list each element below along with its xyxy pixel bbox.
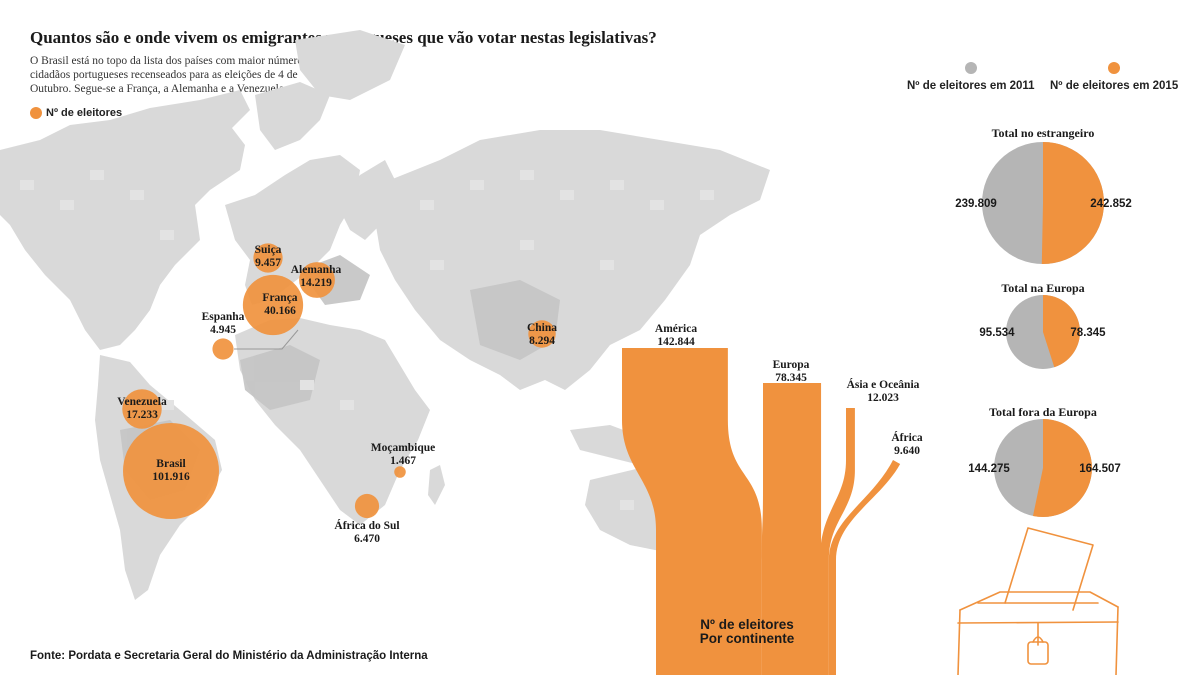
bubble-label-espanha: Espanha bbox=[202, 311, 245, 323]
sankey-title-line1: Nº de eleitores bbox=[700, 617, 793, 632]
legend-2015-dot-icon bbox=[1108, 62, 1121, 74]
bubble-value-china: 8.294 bbox=[529, 335, 555, 347]
pie-1-slice-2015 bbox=[1041, 142, 1105, 264]
map-pixel bbox=[520, 170, 534, 180]
bubble-value-africa-do-sul: 6.470 bbox=[354, 533, 380, 545]
bubble-label-brasil: Brasil bbox=[156, 458, 185, 470]
sankey-value-america: 142.844 bbox=[657, 336, 695, 348]
bubble-label-venezuela: Venezuela bbox=[117, 396, 167, 408]
bubble-value-venezuela: 17.233 bbox=[126, 409, 158, 421]
bubble-value-alemanha: 14.219 bbox=[300, 277, 332, 289]
bubble-franca bbox=[242, 274, 304, 336]
legend-2011-label: Nº de eleitores em 2011 bbox=[907, 80, 1035, 92]
sankey-label-america: América bbox=[655, 323, 697, 335]
pie-2-title: Total na Europa bbox=[1001, 281, 1084, 295]
ballot-box-icon bbox=[957, 527, 1119, 675]
flow-america bbox=[622, 348, 762, 675]
pie-1-label-2015: 242.852 bbox=[1090, 198, 1132, 210]
legend-2011-dot-icon bbox=[964, 62, 977, 74]
map-pixel bbox=[300, 380, 314, 390]
legend-dot-icon bbox=[30, 107, 42, 119]
page-subtitle: O Brasil está no topo da lista dos paíse… bbox=[30, 55, 317, 95]
flow-asia-oceania bbox=[819, 408, 855, 675]
legend-2015-label: Nº de eleitores em 2015 bbox=[1050, 80, 1179, 92]
bubble-brasil bbox=[123, 423, 219, 519]
sankey-label-asia-oceania: Ásia e Oceânia bbox=[847, 377, 920, 391]
legend-2015: Nº de eleitores em 2015 bbox=[1050, 62, 1178, 92]
map-pixel bbox=[430, 260, 444, 270]
map-pixel bbox=[90, 170, 104, 180]
espanha-connector bbox=[234, 329, 299, 350]
map-pixel bbox=[60, 200, 74, 210]
pie-3-title: Total fora da Europa bbox=[989, 405, 1097, 419]
bubble-label-china: China bbox=[527, 322, 557, 334]
map-pixel bbox=[520, 240, 534, 250]
map-legend: Nº de eleitores bbox=[30, 107, 122, 119]
bubble-value-franca: 40.166 bbox=[264, 305, 296, 317]
map-pixel bbox=[130, 190, 144, 200]
source-note: Fonte: Pordata e Secretaria Geral do Min… bbox=[30, 650, 428, 662]
pie-charts: Total no estrangeiro 239.809 242.852 Total … bbox=[955, 126, 1132, 518]
map-pixel bbox=[340, 400, 354, 410]
world-map bbox=[0, 30, 770, 600]
pie-1-title: Total no estrangeiro bbox=[992, 126, 1095, 140]
sankey-value-africa: 9.640 bbox=[894, 445, 920, 457]
pie-3-label-2015: 164.507 bbox=[1079, 463, 1121, 475]
bubble-venezuela bbox=[122, 389, 162, 429]
map-pixel bbox=[20, 180, 34, 190]
bubble-value-espanha: 4.945 bbox=[210, 324, 236, 336]
bubble-africa-do-sul bbox=[354, 493, 380, 519]
flow-africa bbox=[828, 460, 901, 675]
map-pixel bbox=[700, 190, 714, 200]
flow-europa bbox=[761, 383, 822, 675]
map-pixel bbox=[620, 500, 634, 510]
pie-1-label-2011: 239.809 bbox=[955, 198, 997, 210]
pie-2-label-2011: 95.534 bbox=[979, 327, 1015, 339]
pie-3-label-2011: 144.275 bbox=[968, 463, 1010, 475]
map-legend-label: Nº de eleitores bbox=[46, 107, 123, 119]
map-pixel bbox=[560, 190, 574, 200]
bubble-mocambique bbox=[394, 466, 406, 478]
sankey-value-asia-oceania: 12.023 bbox=[867, 392, 899, 404]
bubble-value-mocambique: 1.467 bbox=[390, 455, 416, 467]
sankey-label-europa: Europa bbox=[773, 359, 810, 371]
bubble-value-brasil: 101.916 bbox=[152, 471, 190, 483]
bubble-label-franca: França bbox=[262, 292, 297, 304]
map-pixel bbox=[160, 400, 174, 410]
bubble-alemanha bbox=[299, 262, 335, 298]
pie-3-slice-2015 bbox=[1032, 418, 1093, 518]
legend-2011: Nº de eleitores em 2011 bbox=[907, 62, 1035, 92]
map-pixel bbox=[600, 260, 614, 270]
bubble-china bbox=[528, 320, 556, 348]
bubble-espanha bbox=[212, 338, 234, 360]
sankey-title-line2: Por continente bbox=[700, 631, 795, 646]
bubble-label-mocambique: Moçambique bbox=[371, 442, 436, 454]
map-pixel bbox=[160, 230, 174, 240]
bubble-label-africa-do-sul: África do Sul bbox=[334, 518, 399, 532]
pie-2-slice-2015 bbox=[1043, 295, 1080, 368]
map-pixel bbox=[650, 200, 664, 210]
sankey-label-africa: África bbox=[891, 430, 923, 444]
map-pixel-decoration bbox=[20, 170, 714, 520]
map-pixel bbox=[420, 200, 434, 210]
map-pixel bbox=[610, 180, 624, 190]
map-pixel bbox=[470, 180, 484, 190]
sankey-value-europa: 78.345 bbox=[775, 372, 807, 384]
bubble-value-suica: 9.457 bbox=[255, 257, 281, 269]
bubble-suica bbox=[253, 243, 283, 273]
pie-2-label-2015: 78.345 bbox=[1070, 327, 1106, 339]
bubble-label-suica: Suiça bbox=[255, 244, 282, 256]
bubble-label-alemanha: Alemanha bbox=[291, 264, 342, 276]
